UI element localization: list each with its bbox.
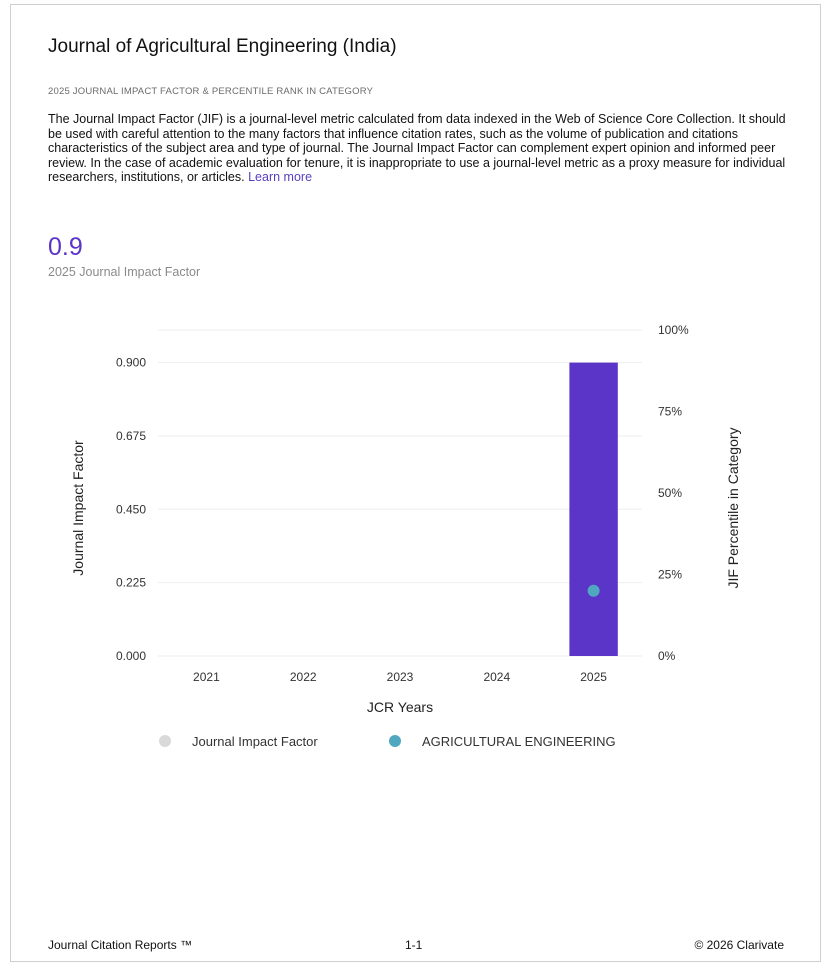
footer-copyright: © 2026 Clarivate bbox=[694, 938, 784, 952]
y-tick-label: 0.900 bbox=[116, 356, 146, 370]
y2-tick-label: 50% bbox=[658, 486, 682, 500]
y2-tick-label: 0% bbox=[658, 649, 676, 663]
description-text: The Journal Impact Factor (JIF) is a jou… bbox=[48, 112, 786, 185]
jif-value: 0.9 bbox=[48, 233, 83, 261]
legend-label-category: AGRICULTURAL ENGINEERING bbox=[422, 734, 616, 749]
percentile-point bbox=[587, 584, 600, 597]
y2-tick-label: 100% bbox=[658, 323, 689, 337]
x-tick-label: 2025 bbox=[580, 670, 607, 684]
y-tick-label: 0.000 bbox=[116, 649, 146, 663]
section-heading: 2025 JOURNAL IMPACT FACTOR & PERCENTILE … bbox=[48, 86, 374, 97]
footer-product-name: Journal Citation Reports ™ bbox=[48, 938, 193, 952]
legend-label-jif: Journal Impact Factor bbox=[192, 734, 318, 749]
legend-marker-jif bbox=[159, 735, 171, 747]
jif-description: The Journal Impact Factor (JIF) is a jou… bbox=[48, 112, 788, 185]
x-axis-title: JCR Years bbox=[367, 699, 433, 715]
y-tick-label: 0.450 bbox=[116, 502, 146, 516]
report-page bbox=[10, 4, 821, 962]
y-tick-label: 0.675 bbox=[116, 429, 146, 443]
x-tick-label: 2024 bbox=[483, 670, 510, 684]
learn-more-link[interactable]: Learn more bbox=[248, 170, 313, 185]
footer-page-number: 1-1 bbox=[405, 938, 423, 952]
y-tick-label: 0.225 bbox=[116, 576, 146, 590]
x-tick-label: 2021 bbox=[193, 670, 220, 684]
jif-label: 2025 Journal Impact Factor bbox=[48, 265, 201, 279]
jif-bar bbox=[569, 362, 618, 656]
y-axis-title: Journal Impact Factor bbox=[70, 440, 86, 576]
legend-marker-category bbox=[389, 735, 401, 747]
y2-tick-label: 75% bbox=[658, 405, 682, 419]
y2-axis-title: JIF Percentile in Category bbox=[725, 427, 741, 588]
jif-chart: 0.000 0.225 0.450 0.675 0.900 0% 25% 50% 75% 100%… bbox=[70, 323, 741, 749]
x-tick-label: 2022 bbox=[290, 670, 317, 684]
x-tick-label: 2023 bbox=[387, 670, 414, 684]
journal-title: Journal of Agricultural Engineering (Ind… bbox=[48, 36, 397, 57]
y2-tick-label: 25% bbox=[658, 568, 682, 582]
